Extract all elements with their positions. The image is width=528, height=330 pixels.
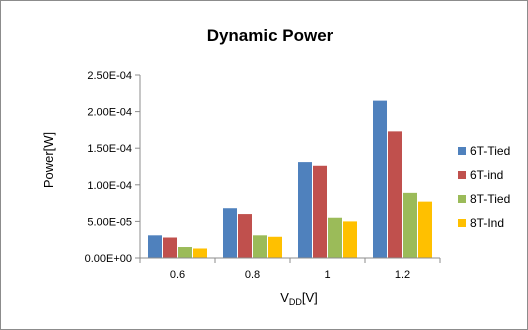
- bar-8t-ind-1: [343, 221, 357, 258]
- bar-8t-tied-0.6: [178, 247, 192, 258]
- legend-swatch: [458, 219, 466, 227]
- legend-label: 8T-Ind: [470, 216, 504, 230]
- x-axis-label-subscript: DD: [289, 297, 302, 307]
- legend-label: 6T-Tied: [470, 144, 510, 158]
- x-tick-label: 1: [324, 269, 330, 281]
- x-tick-label: 1.2: [395, 269, 410, 281]
- y-axis-ticks: 0.00E+00 5.00E-05 1.00E-04 1.50E-04 2.00E-04…: [85, 70, 140, 265]
- y-axis-label: Power[W]: [41, 132, 56, 188]
- x-axis-ticks: 0.6 0.8 1 1.2: [139, 258, 441, 281]
- bar-6t-tied-0.8: [223, 208, 237, 258]
- y-tick-label: 1.50E-04: [87, 143, 132, 155]
- bar-8t-ind-1.2: [418, 201, 432, 258]
- legend-label: 8T-Tied: [470, 192, 510, 206]
- bar-6t-tied-0.6: [148, 235, 162, 258]
- legend-swatch: [458, 147, 466, 155]
- bar-8t-tied-1: [328, 217, 342, 258]
- bar-6t-ind-1: [313, 165, 327, 258]
- y-tick-label: 2.00E-04: [87, 107, 132, 119]
- y-tick-label: 2.50E-04: [87, 70, 132, 82]
- bar-6t-ind-0.8: [238, 214, 252, 258]
- x-tick-label: 0.6: [170, 269, 185, 281]
- y-tick-label: 5.00E-05: [87, 216, 132, 228]
- bar-series-group: [148, 100, 432, 259]
- x-axis-label: VDD[V]: [280, 290, 318, 307]
- y-tick-label: 1.00E-04: [87, 180, 132, 192]
- bar-6t-ind-1.2: [388, 131, 402, 258]
- legend-swatch: [458, 171, 466, 179]
- bar-6t-tied-1.2: [373, 100, 387, 259]
- bar-8t-ind-0.6: [193, 248, 207, 258]
- bar-6t-tied-1: [298, 162, 312, 258]
- legend-swatch: [458, 195, 466, 203]
- bar-8t-tied-1.2: [403, 192, 417, 258]
- chart-title: Dynamic Power: [207, 26, 334, 45]
- x-axis-label-main: V: [280, 290, 289, 305]
- legend: 6T-Tied 6T-ind 8T-Tied 8T-Ind: [458, 144, 510, 230]
- x-axis-label-unit: [V]: [302, 290, 318, 305]
- bar-6t-ind-0.6: [163, 237, 177, 258]
- bar-8t-tied-0.8: [253, 235, 267, 258]
- bar-8t-ind-0.8: [268, 236, 282, 258]
- x-tick-label: 0.8: [245, 269, 260, 281]
- legend-label: 6T-ind: [470, 168, 503, 182]
- y-tick-label: 0.00E+00: [85, 253, 132, 265]
